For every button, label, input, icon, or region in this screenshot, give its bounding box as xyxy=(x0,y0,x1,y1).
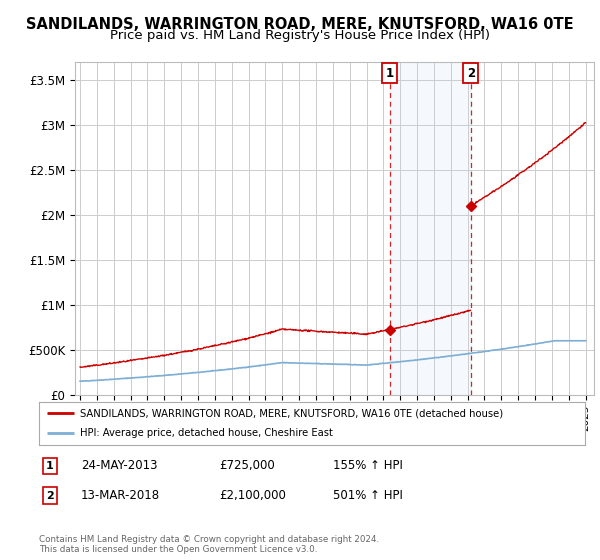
Text: SANDILANDS, WARRINGTON ROAD, MERE, KNUTSFORD, WA16 0TE (detached house): SANDILANDS, WARRINGTON ROAD, MERE, KNUTS… xyxy=(80,408,503,418)
Text: £2,100,000: £2,100,000 xyxy=(219,489,286,502)
Bar xyxy=(390,62,471,395)
Text: 155% ↑ HPI: 155% ↑ HPI xyxy=(333,459,403,473)
Text: 2: 2 xyxy=(46,491,53,501)
Text: SANDILANDS, WARRINGTON ROAD, MERE, KNUTSFORD, WA16 0TE: SANDILANDS, WARRINGTON ROAD, MERE, KNUTS… xyxy=(26,17,574,32)
Text: 501% ↑ HPI: 501% ↑ HPI xyxy=(333,489,403,502)
Text: 24-MAY-2013: 24-MAY-2013 xyxy=(81,459,157,473)
Text: 1: 1 xyxy=(46,461,53,471)
Text: Price paid vs. HM Land Registry's House Price Index (HPI): Price paid vs. HM Land Registry's House … xyxy=(110,29,490,42)
Text: 2: 2 xyxy=(467,67,475,80)
Text: 13-MAR-2018: 13-MAR-2018 xyxy=(81,489,160,502)
Text: HPI: Average price, detached house, Cheshire East: HPI: Average price, detached house, Ches… xyxy=(80,428,333,438)
Text: £725,000: £725,000 xyxy=(219,459,275,473)
Text: 1: 1 xyxy=(386,67,394,80)
Text: Contains HM Land Registry data © Crown copyright and database right 2024.
This d: Contains HM Land Registry data © Crown c… xyxy=(39,535,379,554)
